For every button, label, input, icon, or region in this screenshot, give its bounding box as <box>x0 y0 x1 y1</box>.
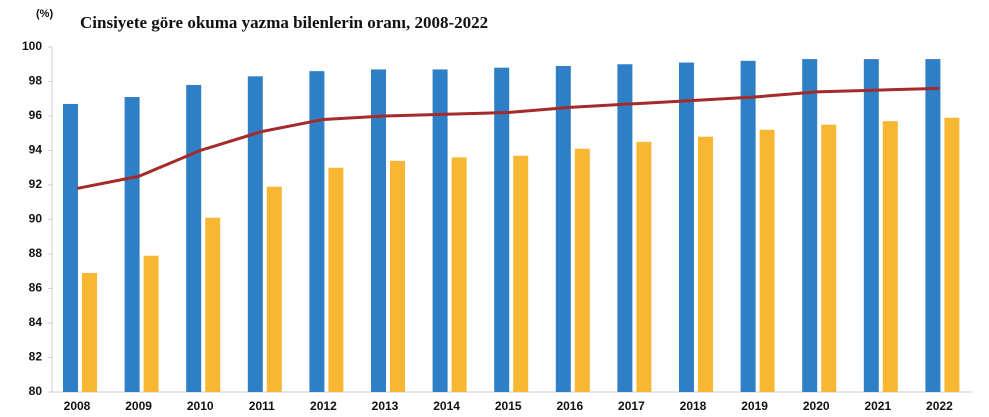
x-tick-label: 2018 <box>680 399 707 413</box>
x-tick-label: 2014 <box>433 399 460 413</box>
x-tick-label: 2013 <box>372 399 399 413</box>
x-tick-label: 2019 <box>741 399 768 413</box>
y-tick-label: 92 <box>29 177 43 191</box>
x-tick-label: 2021 <box>864 399 891 413</box>
y-tick-label: 100 <box>22 39 42 53</box>
y-tick-label: 82 <box>29 350 43 364</box>
y-tick-label: 98 <box>29 74 43 88</box>
bar <box>63 103 78 393</box>
bar <box>309 71 325 393</box>
y-tick-label: 96 <box>29 108 43 122</box>
y-tick-label: 90 <box>29 212 43 226</box>
bar <box>328 167 344 392</box>
y-tick-label: 84 <box>29 315 43 329</box>
bar <box>555 65 571 392</box>
bar <box>390 160 405 392</box>
bar <box>863 59 879 392</box>
bar <box>143 255 159 392</box>
bar <box>617 64 633 392</box>
bar <box>451 157 467 392</box>
bar <box>698 136 713 392</box>
x-tick-label: 2022 <box>926 399 953 413</box>
bar <box>266 186 282 392</box>
line <box>76 86 940 190</box>
bar <box>882 121 898 393</box>
bar <box>371 69 386 393</box>
bar <box>247 76 263 392</box>
bar <box>574 148 590 392</box>
bar <box>186 84 202 392</box>
bar <box>740 60 756 393</box>
x-tick-label: 2010 <box>187 399 214 413</box>
y-tick-label: 88 <box>29 246 43 260</box>
bar <box>432 69 448 393</box>
bar <box>925 59 941 392</box>
y-tick-label: 80 <box>29 384 43 398</box>
x-tick-label: 2008 <box>64 399 91 413</box>
bar <box>802 59 818 392</box>
x-tick-label: 2020 <box>803 399 830 413</box>
chart-title: Cinsiyete göre okuma yazma bilenlerin or… <box>80 13 488 32</box>
bar <box>944 117 960 392</box>
x-tick-label: 2016 <box>556 399 583 413</box>
y-axis-label: (%) <box>36 8 53 20</box>
bar <box>124 97 140 393</box>
bar <box>82 272 97 392</box>
x-tick-label: 2012 <box>310 399 337 413</box>
x-tick-label: 2015 <box>495 399 522 413</box>
bar <box>759 129 775 393</box>
bar <box>679 62 694 393</box>
x-tick-label: 2009 <box>125 399 152 413</box>
y-tick-label: 94 <box>29 143 43 157</box>
bar <box>636 141 652 392</box>
bar <box>513 155 529 392</box>
bar <box>821 124 837 392</box>
y-tick-label: 86 <box>29 281 43 295</box>
bar <box>205 217 221 392</box>
x-tick-label: 2011 <box>249 399 275 413</box>
x-tick-label: 2017 <box>618 399 645 413</box>
bar <box>494 67 510 392</box>
